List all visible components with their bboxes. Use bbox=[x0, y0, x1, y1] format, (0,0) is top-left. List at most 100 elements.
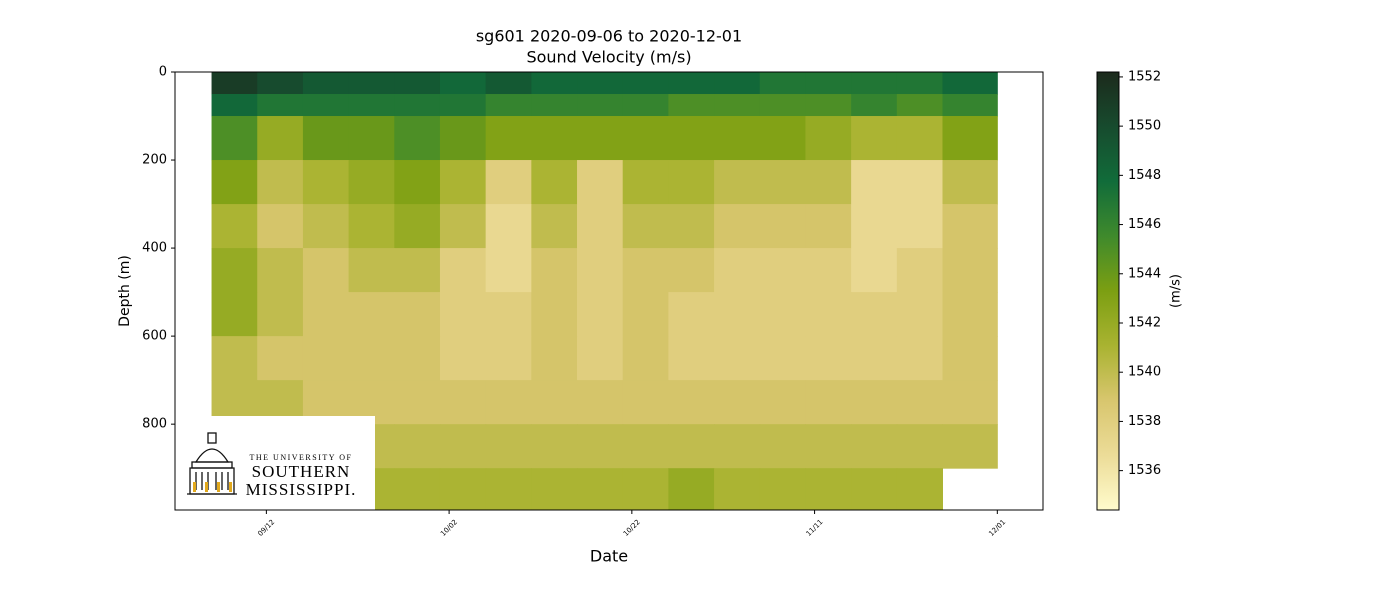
colorbar-tick-label: 1538 bbox=[1128, 414, 1161, 429]
heatmap-cell bbox=[714, 292, 761, 337]
heatmap-cell bbox=[577, 292, 624, 337]
logo-text: THE UNIVERSITY OF bbox=[250, 453, 353, 462]
heatmap-cell bbox=[577, 160, 624, 205]
heatmap-cell bbox=[439, 116, 487, 161]
logo-text: MISSISSIPPI. bbox=[246, 480, 357, 499]
heatmap-cell bbox=[622, 116, 669, 161]
heatmap-cell bbox=[211, 94, 258, 117]
heatmap-cell bbox=[622, 336, 669, 381]
heatmap-cell bbox=[668, 160, 715, 205]
y-tick-label: 800 bbox=[142, 417, 167, 432]
heatmap-cell bbox=[531, 116, 578, 161]
heatmap-cell bbox=[851, 116, 898, 161]
heatmap-cell bbox=[531, 72, 578, 95]
heatmap-cell bbox=[394, 468, 441, 511]
heatmap-cell bbox=[531, 468, 578, 511]
heatmap-cell bbox=[577, 204, 624, 249]
heatmap-cell bbox=[851, 336, 898, 381]
heatmap-cell bbox=[485, 468, 532, 511]
heatmap-cell bbox=[851, 160, 898, 205]
heatmap-cell bbox=[257, 248, 304, 293]
heatmap-cell bbox=[714, 248, 761, 293]
heatmap-cell bbox=[577, 94, 624, 117]
heatmap-cell bbox=[439, 204, 487, 249]
colorbar-tick-label: 1544 bbox=[1128, 266, 1161, 281]
heatmap-cell bbox=[622, 248, 669, 293]
heatmap-cell bbox=[302, 248, 350, 293]
heatmap-cell bbox=[942, 336, 998, 381]
heatmap-cell bbox=[896, 116, 943, 161]
heatmap-cell bbox=[257, 204, 304, 249]
heatmap-cell bbox=[805, 94, 852, 117]
heatmap-cell bbox=[942, 248, 998, 293]
heatmap-cell bbox=[302, 160, 350, 205]
heatmap-cell bbox=[485, 248, 532, 293]
heatmap-cell bbox=[759, 424, 806, 469]
heatmap-cell bbox=[942, 292, 998, 337]
y-tick-label: 0 bbox=[159, 65, 167, 80]
heatmap-cell bbox=[759, 248, 806, 293]
colorbar-tick-label: 1540 bbox=[1128, 365, 1161, 380]
heatmap-cell bbox=[257, 292, 304, 337]
x-axis-label: Date bbox=[590, 547, 628, 566]
heatmap-cell bbox=[348, 94, 395, 117]
heatmap-cell bbox=[805, 160, 852, 205]
heatmap-cell bbox=[851, 424, 898, 469]
heatmap-cell bbox=[942, 72, 998, 95]
heatmap-cell bbox=[805, 424, 852, 469]
heatmap-cell bbox=[439, 424, 487, 469]
heatmap-cell bbox=[896, 72, 943, 95]
heatmap-cell bbox=[394, 380, 441, 425]
heatmap-cell bbox=[759, 292, 806, 337]
heatmap-cell bbox=[348, 116, 395, 161]
plot-frame bbox=[174, 71, 1044, 511]
heatmap-cell bbox=[668, 468, 715, 511]
heatmap-cell bbox=[302, 72, 350, 95]
heatmap-cell bbox=[714, 424, 761, 469]
heatmap-cell bbox=[896, 204, 943, 249]
heatmap-cell bbox=[759, 468, 806, 511]
logo-dome bbox=[187, 432, 237, 495]
heatmap-cell bbox=[759, 380, 806, 425]
heatmap-cell bbox=[531, 248, 578, 293]
y-tick-label: 400 bbox=[142, 241, 167, 256]
heatmap-cell bbox=[394, 94, 441, 117]
heatmap-cell bbox=[805, 72, 852, 95]
heatmap-cell bbox=[577, 248, 624, 293]
heatmap-cell bbox=[668, 204, 715, 249]
heatmap-cell bbox=[805, 204, 852, 249]
heatmap-cell bbox=[211, 116, 258, 161]
heatmap-cell bbox=[211, 292, 258, 337]
heatmap-cell bbox=[485, 116, 532, 161]
heatmap-cell bbox=[668, 336, 715, 381]
heatmap-cell bbox=[942, 94, 998, 117]
heatmap-cell bbox=[668, 116, 715, 161]
heatmap-cell bbox=[851, 380, 898, 425]
heatmap-cell bbox=[714, 94, 761, 117]
heatmap-cell bbox=[348, 248, 395, 293]
heatmap-cell bbox=[485, 94, 532, 117]
heatmap-cell bbox=[851, 468, 898, 511]
heatmap-cell bbox=[485, 160, 532, 205]
heatmap-cell bbox=[485, 292, 532, 337]
heatmap-cell bbox=[622, 160, 669, 205]
heatmap-cell bbox=[394, 72, 441, 95]
heatmap-cell bbox=[714, 380, 761, 425]
heatmap-cell bbox=[622, 204, 669, 249]
heatmap-cell bbox=[668, 424, 715, 469]
x-tick-label: 10/02 bbox=[439, 518, 459, 538]
heatmap-cell bbox=[577, 336, 624, 381]
heatmap-cell bbox=[348, 160, 395, 205]
heatmap-cell bbox=[577, 424, 624, 469]
heatmap-cell bbox=[577, 380, 624, 425]
heatmap-cell bbox=[302, 292, 350, 337]
heatmap-cell bbox=[851, 94, 898, 117]
heatmap-cell bbox=[211, 248, 258, 293]
heatmap-cell bbox=[531, 94, 578, 117]
heatmap-cell bbox=[714, 72, 761, 95]
heatmap-cell bbox=[394, 292, 441, 337]
heatmap-cell bbox=[394, 204, 441, 249]
heatmap-cell bbox=[759, 94, 806, 117]
heatmap-cell bbox=[257, 72, 304, 95]
